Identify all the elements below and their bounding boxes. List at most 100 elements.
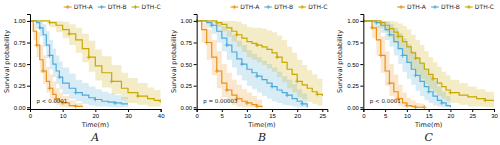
censor-mark [136,94,140,98]
legend-marker [100,5,104,9]
censor-mark [427,90,431,94]
y-axis-line [194,15,198,110]
y-tick: 1.00 [347,18,363,24]
legend-marker [66,5,70,9]
censor-mark [205,41,209,45]
y-tick-mark [360,86,363,87]
panel: 0102030400.000.250.500.751.00Time(m)Surv… [3,3,165,144]
censor-mark [48,86,52,90]
y-tick-mark [194,43,197,44]
legend-label: DTH-C [308,3,327,10]
legend-item: DTH-A [397,3,427,10]
legend-marker [134,5,138,9]
x-tick-mark [247,109,248,112]
y-axis-line [27,15,31,110]
x-tick-label: 10 [404,113,411,119]
censor-mark [87,55,91,59]
y-tick-label: 0.75 [14,40,26,46]
x-tick: 0 [29,109,33,119]
plot-area [30,19,161,109]
x-tick-mark [322,109,323,112]
legend: DTH-ADTH-BDTH-C [230,3,327,10]
x-tick-label: 30 [125,113,132,119]
censor-mark [387,33,391,37]
panel: 0510152025300.000.250.500.751.00Time(m)S… [336,3,498,144]
p-value: p < 0.0001 [37,98,68,105]
x-tick: 0 [362,109,366,119]
censor-mark [387,81,391,85]
y-tick-label: 0.75 [180,40,192,46]
x-tick-label: 25 [469,113,476,119]
censor-mark [245,101,249,105]
y-tick: 0.75 [14,40,30,46]
x-tick: 20 [294,109,301,119]
y-tick-mark [360,107,363,108]
p-value: p < 0.0001 [370,98,401,105]
survival-line [197,21,308,107]
survival-line [197,21,323,96]
y-tick-label: 1.00 [14,18,26,24]
censor-mark [379,21,383,25]
censor-mark [414,105,418,109]
y-tick-label: 1.00 [180,18,192,24]
x-tick: 25 [319,109,326,119]
censor-mark [74,91,78,95]
legend-marker [433,5,437,9]
legend-label: DTH-C [142,3,161,10]
y-tick-label: 0.75 [347,40,359,46]
censor-mark [41,69,45,73]
y-axis-title: Survival probability [336,30,344,93]
censor-mark [295,79,299,83]
censor-mark [255,43,259,47]
censor-mark [48,53,52,57]
y-tick: 0.50 [14,62,30,68]
censor-mark [483,98,487,102]
censor-mark [240,62,244,66]
x-tick-label: 10 [60,113,67,119]
censor-mark [315,92,319,96]
survival-line [30,21,128,104]
censor-mark [225,88,229,92]
x-tick: 5 [221,109,225,119]
y-tick-label: 0.00 [180,105,192,111]
y-tick: 0.00 [14,105,30,111]
y-tick: 1.00 [14,18,30,24]
chart: 0102030400.000.250.500.751.00Time(m)Surv… [0,0,500,145]
x-tick-label: 25 [319,113,326,119]
censor-mark [225,43,229,47]
x-tick-mark [95,109,96,112]
censor-mark [113,101,117,105]
panel-title: A [90,131,99,144]
legend-label: DTH-A [74,3,94,10]
legend: DTH-ADTH-BDTH-C [64,3,161,10]
y-tick-mark [27,43,30,44]
survival-line [363,21,450,107]
legend-item: DTH-A [64,3,94,10]
censor-mark [270,85,274,89]
x-tick: 15 [269,109,276,119]
y-tick-label: 0.25 [180,83,192,89]
x-tick: 40 [158,109,165,119]
y-tick-label: 0.50 [180,62,192,68]
x-tick: 25 [469,109,476,119]
y-tick: 0.00 [180,105,196,111]
x-tick-mark [494,109,495,112]
y-tick: 0.75 [347,40,363,46]
p-value: p = 0.00003 [203,98,238,105]
legend-item: DTH-A [230,3,260,10]
legend-label: DTH-C [475,3,494,10]
censor-mark [440,101,444,105]
legend-item: DTH-C [465,3,494,10]
y-tick-label: 0.50 [14,62,26,68]
y-tick-label: 0.25 [347,83,359,89]
y-axis: 0.000.250.500.751.00 [14,15,31,111]
censor-mark [67,32,71,36]
censor-mark [414,56,418,60]
y-tick-mark [27,64,30,65]
censor-mark [38,26,42,30]
legend-item: DTH-B [431,3,460,10]
x-tick-label: 15 [426,113,433,119]
y-tick-mark [360,64,363,65]
x-tick-label: 30 [491,113,498,119]
y-axis: 0.00 0.25 0.50 0.75 1.00 [180,15,197,111]
